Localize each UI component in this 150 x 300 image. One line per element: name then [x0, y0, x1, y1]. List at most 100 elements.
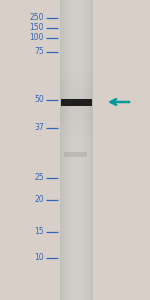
Bar — [78, 0, 79, 300]
Bar — [60, 84, 93, 85]
Bar — [60, 127, 93, 128]
Bar — [60, 101, 93, 102]
Bar — [70, 0, 71, 300]
Bar — [60, 91, 93, 92]
Bar — [60, 113, 93, 114]
Bar — [60, 86, 93, 87]
Bar — [64, 152, 87, 157]
Bar — [60, 89, 93, 90]
Bar — [82, 0, 83, 300]
Bar — [79, 0, 80, 300]
Bar — [60, 81, 93, 82]
Bar — [60, 107, 93, 108]
Bar — [60, 126, 93, 127]
Bar — [60, 72, 93, 73]
Bar — [60, 123, 93, 124]
Bar — [86, 0, 87, 300]
Bar — [60, 120, 93, 121]
Bar — [71, 0, 72, 300]
Bar — [60, 118, 93, 119]
Text: 25: 25 — [34, 173, 44, 182]
Bar — [60, 121, 93, 122]
Bar — [90, 0, 91, 300]
Bar — [60, 134, 93, 135]
Bar — [61, 0, 62, 300]
Bar — [69, 0, 70, 300]
Bar — [91, 0, 92, 300]
Bar — [64, 0, 65, 300]
Text: 50: 50 — [34, 95, 44, 104]
Bar — [60, 129, 93, 130]
Bar — [60, 0, 93, 300]
Bar — [81, 0, 82, 300]
Bar — [60, 96, 93, 97]
Bar — [60, 83, 93, 84]
Bar — [68, 0, 69, 300]
Text: 250: 250 — [30, 14, 44, 22]
Bar — [60, 78, 93, 79]
Bar — [60, 106, 93, 107]
Bar — [60, 104, 93, 105]
Bar — [60, 75, 93, 76]
Bar — [60, 112, 93, 113]
Bar — [89, 0, 90, 300]
Bar — [60, 132, 93, 133]
Bar — [60, 0, 61, 300]
Bar — [60, 111, 93, 112]
Bar — [60, 114, 93, 115]
Bar — [60, 95, 93, 96]
Bar — [60, 94, 93, 95]
Bar — [75, 0, 76, 300]
Bar — [60, 103, 93, 104]
Bar — [60, 125, 93, 126]
Bar — [66, 0, 67, 300]
Bar — [60, 90, 93, 91]
Bar — [72, 0, 73, 300]
Bar — [60, 85, 93, 86]
Bar — [60, 137, 93, 138]
Bar — [60, 79, 93, 80]
Bar — [61, 99, 92, 106]
Bar — [60, 100, 93, 101]
Bar — [73, 0, 74, 300]
Bar — [60, 76, 93, 77]
Bar — [77, 0, 78, 300]
Bar — [80, 0, 81, 300]
Text: 37: 37 — [34, 124, 44, 133]
Bar — [60, 97, 93, 98]
Bar — [60, 117, 93, 118]
Bar — [60, 124, 93, 125]
Bar — [60, 102, 93, 103]
Bar — [60, 131, 93, 132]
Text: 20: 20 — [34, 196, 44, 205]
Bar — [76, 0, 77, 300]
Bar — [60, 122, 93, 123]
Bar — [60, 128, 93, 129]
Bar — [67, 0, 68, 300]
Bar — [60, 115, 93, 116]
Bar — [60, 93, 93, 94]
Text: 100: 100 — [30, 34, 44, 43]
Bar — [83, 0, 84, 300]
Text: 150: 150 — [30, 23, 44, 32]
Bar — [63, 0, 64, 300]
Bar — [62, 0, 63, 300]
Text: 75: 75 — [34, 47, 44, 56]
Bar — [60, 108, 93, 109]
Bar — [60, 109, 93, 110]
Bar — [84, 0, 85, 300]
Bar — [60, 138, 93, 139]
Bar — [92, 0, 93, 300]
Bar — [60, 73, 93, 74]
Bar — [60, 136, 93, 137]
Bar — [88, 0, 89, 300]
Bar — [60, 87, 93, 88]
Bar — [60, 130, 93, 131]
Bar — [60, 116, 93, 117]
Bar — [60, 92, 93, 93]
Bar — [60, 88, 93, 89]
Bar — [60, 77, 93, 78]
Bar — [60, 119, 93, 120]
Bar — [60, 82, 93, 83]
Bar — [60, 139, 93, 140]
